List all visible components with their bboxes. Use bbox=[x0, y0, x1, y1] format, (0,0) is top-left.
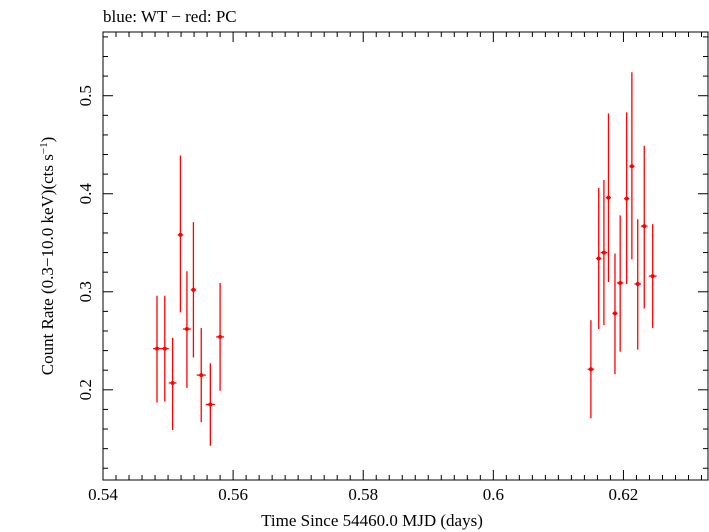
data-marker bbox=[618, 280, 623, 285]
x-tick-label: 0.58 bbox=[348, 485, 378, 504]
data-marker bbox=[588, 367, 593, 372]
y-axis-label-superscript: −1 bbox=[38, 142, 50, 154]
data-point bbox=[640, 145, 648, 309]
data-point bbox=[216, 282, 224, 391]
data-marker bbox=[596, 256, 601, 261]
data-marker bbox=[635, 281, 640, 286]
data-marker bbox=[624, 196, 629, 201]
data-point bbox=[624, 112, 630, 284]
data-point bbox=[596, 187, 602, 330]
data-point bbox=[196, 328, 206, 423]
data-marker bbox=[606, 195, 611, 200]
data-marker bbox=[612, 311, 617, 316]
data-point bbox=[612, 253, 618, 375]
data-point bbox=[160, 295, 169, 402]
data-marker bbox=[178, 232, 183, 237]
data-marker bbox=[170, 380, 175, 385]
data-marker bbox=[218, 334, 223, 339]
data-point bbox=[153, 295, 161, 403]
data-point bbox=[629, 72, 635, 260]
data-marker bbox=[162, 346, 167, 351]
x-tick-label: 0.56 bbox=[218, 485, 248, 504]
x-tick-label: 0.54 bbox=[88, 485, 118, 504]
data-point bbox=[190, 222, 197, 358]
y-tick-label: 0.3 bbox=[76, 281, 95, 302]
data-point bbox=[177, 155, 184, 313]
y-axis-label-close: ) bbox=[38, 137, 57, 143]
data-marker bbox=[199, 373, 204, 378]
plot-frame bbox=[102, 31, 709, 481]
data-point bbox=[600, 180, 608, 326]
data-point bbox=[587, 320, 595, 419]
data-marker bbox=[601, 250, 606, 255]
data-point bbox=[168, 337, 177, 431]
data-marker bbox=[650, 274, 655, 279]
x-tick-label: 0.62 bbox=[609, 485, 639, 504]
axis-tick-labels: 0.54 0.56 0.58 0.6 0.62 0.2 0.3 0.4 0.5 bbox=[76, 85, 638, 504]
data-point bbox=[634, 219, 641, 350]
data-marker bbox=[642, 224, 647, 229]
y-tick-label: 0.4 bbox=[76, 183, 95, 205]
x-tick-label: 0.6 bbox=[483, 485, 504, 504]
axis-ticks bbox=[102, 32, 708, 480]
y-axis-label-main: Count Rate (0.3−10.0 keV)(cts s bbox=[38, 154, 57, 375]
data-marker bbox=[208, 402, 213, 407]
data-point bbox=[183, 271, 191, 388]
data-point bbox=[648, 224, 657, 329]
data-marker bbox=[184, 327, 189, 332]
data-point bbox=[605, 113, 612, 282]
data-points bbox=[153, 72, 657, 446]
y-tick-label: 0.2 bbox=[76, 379, 95, 400]
x-axis-label: Time Since 54460.0 MJD (days) bbox=[261, 511, 483, 530]
chart-title: blue: WT − red: PC bbox=[103, 7, 237, 26]
data-marker bbox=[191, 287, 196, 292]
data-point bbox=[616, 215, 624, 352]
data-marker bbox=[629, 164, 634, 169]
data-point bbox=[205, 363, 215, 446]
y-axis-label: Count Rate (0.3−10.0 keV)(cts s−1) bbox=[38, 137, 57, 376]
y-tick-label: 0.5 bbox=[76, 85, 95, 106]
data-marker bbox=[154, 346, 159, 351]
